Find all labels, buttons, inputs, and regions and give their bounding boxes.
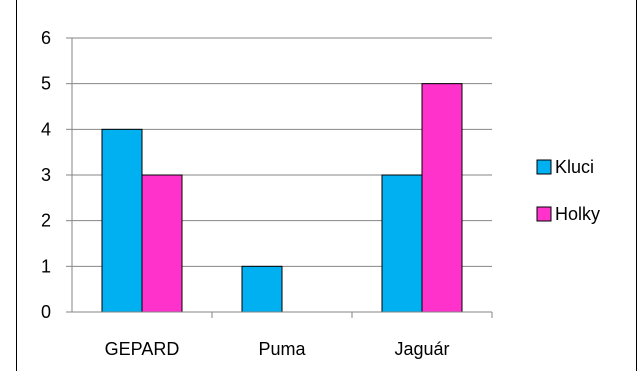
y-tick-label: 2 [41,211,51,231]
y-tick-label: 3 [41,165,51,185]
legend-swatch-holky [536,206,552,222]
bar-holky-3 [421,83,463,313]
y-tick-label: 1 [41,256,51,276]
legend-swatch-kluci [536,159,552,175]
bar-kluci-3 [381,174,423,313]
legend-label-kluci: Kluci [555,157,594,177]
x-tick-label: Jaguár [394,339,449,359]
bar-holky-1 [141,174,183,313]
x-tick-labels: GEPARD Puma Jaguár [105,339,450,359]
y-tick-label: 5 [41,74,51,94]
y-tick-label: 6 [41,28,51,48]
bar-kluci-2 [241,265,283,313]
x-tick-label: Puma [258,339,306,359]
y-tick-label: 0 [41,302,51,322]
legend: Kluci Holky [536,157,600,224]
axes [66,37,493,318]
bars [101,83,463,313]
y-tick-label: 4 [41,119,51,139]
y-tick-labels: 0 1 2 3 4 5 6 [41,28,51,322]
bar-kluci-1 [101,128,143,313]
x-tick-label: GEPARD [105,339,180,359]
legend-label-holky: Holky [555,204,600,224]
